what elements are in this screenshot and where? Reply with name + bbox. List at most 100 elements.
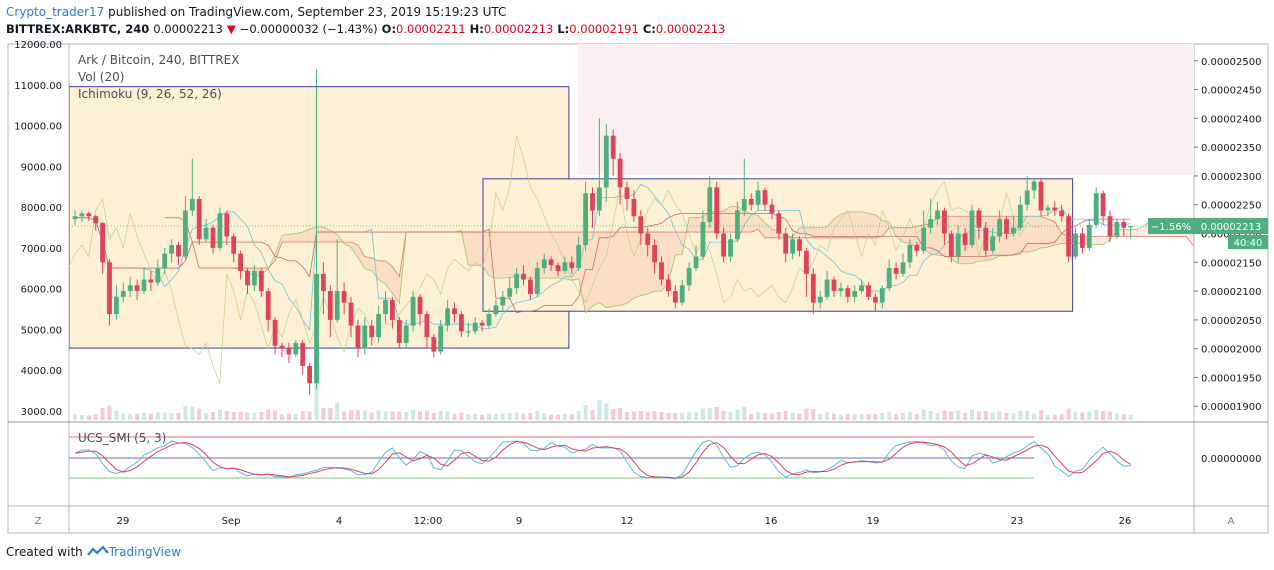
volume-bar: [1045, 415, 1050, 420]
candle: [403, 319, 409, 349]
volume-bar: [721, 411, 726, 420]
left-axis-tick-label: 4000.00: [21, 366, 62, 377]
candle: [210, 224, 216, 254]
volume-bar: [680, 412, 685, 420]
candle-body: [507, 288, 513, 297]
candle-body: [983, 227, 989, 251]
candle: [838, 282, 844, 297]
candle: [852, 285, 858, 303]
candle: [1066, 213, 1071, 263]
candle-body: [114, 296, 119, 315]
author-link[interactable]: Crypto_trader17: [6, 5, 105, 19]
candle-body: [652, 245, 657, 263]
auto-scale-button[interactable]: A: [1228, 516, 1235, 527]
candle-body: [845, 288, 851, 297]
candle-body: [907, 245, 913, 263]
candle: [845, 285, 851, 303]
candle-body: [252, 270, 257, 286]
volume-bar: [901, 413, 905, 420]
volume-bar: [328, 408, 333, 420]
candle-body: [355, 325, 361, 349]
candle-body: [528, 279, 533, 294]
candle-body: [810, 273, 816, 303]
candle-body: [376, 314, 381, 338]
candle: [928, 198, 933, 234]
candle: [127, 276, 133, 297]
candle-body: [286, 348, 292, 355]
candle-body: [831, 279, 837, 292]
tradingview-brand[interactable]: TradingView: [108, 545, 182, 559]
candle: [590, 187, 595, 228]
candle-body: [693, 256, 699, 269]
candle: [831, 276, 837, 297]
right-axis-tick-label: 0.00002150: [1201, 258, 1261, 269]
candle-body: [921, 227, 927, 251]
tradingview-logo-icon: [86, 545, 109, 556]
volume-bar: [997, 411, 1002, 420]
time-axis-tick-label: 9: [516, 516, 522, 527]
volume-bar: [1087, 411, 1092, 420]
candle: [445, 299, 450, 332]
candle-body: [562, 262, 568, 271]
candle-body: [603, 135, 609, 188]
volume-bar: [811, 409, 816, 420]
candle: [341, 282, 347, 315]
candle-body: [431, 337, 437, 352]
volume-bar: [1052, 414, 1057, 420]
candle-body: [748, 198, 754, 205]
volume-bar: [107, 405, 112, 420]
candle: [493, 299, 499, 317]
zoom-toggle-button[interactable]: Z: [35, 516, 42, 527]
candle-body: [300, 342, 306, 366]
candle: [783, 227, 789, 263]
candle: [162, 247, 168, 274]
time-axis-tick-label: 12: [621, 516, 634, 527]
volume-bar: [652, 411, 657, 420]
candle-body: [1024, 190, 1030, 205]
volume-bar: [611, 409, 616, 420]
candle: [741, 158, 747, 217]
candle: [528, 276, 533, 300]
candle-body: [1128, 226, 1134, 228]
volume-bar: [487, 413, 491, 420]
candle-body: [390, 299, 395, 320]
candle: [500, 291, 506, 312]
candle-body: [341, 291, 347, 303]
candle: [238, 250, 243, 280]
candle: [410, 291, 416, 332]
volume-bar: [976, 411, 981, 420]
candle: [1128, 226, 1134, 239]
pct-change-badge: [1148, 218, 1194, 235]
volume-bar: [742, 407, 747, 420]
candle-body: [217, 213, 223, 248]
volume-bar: [845, 414, 850, 420]
candle: [659, 256, 664, 286]
volume-bar: [928, 411, 933, 420]
volume-bar: [73, 414, 77, 420]
volume-bar: [625, 412, 629, 420]
candle-body: [900, 262, 906, 274]
volume-bar: [155, 412, 160, 420]
low-label: L:: [557, 22, 570, 36]
high-label: H:: [469, 22, 484, 36]
candle: [1024, 175, 1030, 211]
candle-body: [445, 308, 450, 326]
volume-bar: [424, 410, 429, 420]
candle: [369, 319, 375, 346]
candle: [107, 259, 112, 326]
candle: [196, 196, 202, 246]
volume-bar: [493, 414, 498, 420]
candle-body: [272, 319, 278, 346]
volume-bar: [1025, 411, 1030, 420]
volume-bar: [1080, 412, 1085, 420]
volume-bar: [100, 408, 105, 420]
volume-bar: [280, 414, 284, 420]
candle-body: [879, 288, 885, 303]
volume-bar: [480, 415, 485, 420]
volume-bar: [452, 413, 457, 420]
candle-body: [141, 279, 147, 292]
candle-body: [534, 268, 540, 294]
volume-bar: [369, 412, 374, 420]
volume-bar: [818, 414, 823, 420]
volume-bar: [86, 415, 91, 420]
